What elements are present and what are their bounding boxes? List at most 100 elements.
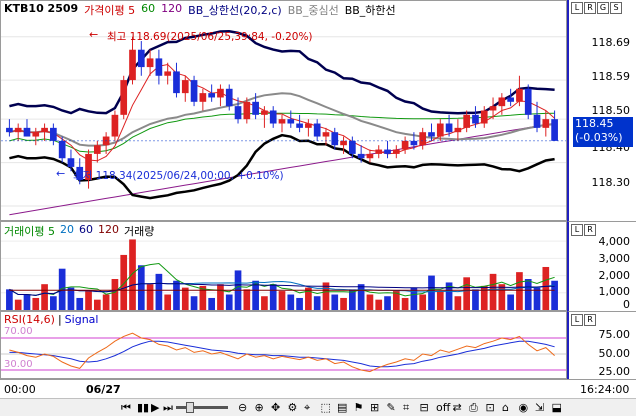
candle-body — [208, 93, 215, 98]
right-button-r[interactable]: R — [584, 314, 596, 326]
legend-vol-ma20[interactable]: 20 — [59, 223, 74, 236]
legend-ma60[interactable]: 60 — [141, 2, 156, 15]
home-icon[interactable]: ⌂ — [502, 401, 509, 414]
price-chart[interactable] — [1, 1, 567, 221]
flag-icon[interactable]: ⚑ — [353, 401, 364, 414]
volume-bar — [401, 297, 409, 310]
candle-body — [243, 101, 251, 120]
volume-bar — [305, 287, 312, 310]
legend-signal[interactable]: Signal — [64, 313, 99, 326]
rsi-chart[interactable] — [1, 312, 567, 379]
candle-body — [463, 114, 471, 128]
volume-bar — [155, 273, 163, 310]
price-axis[interactable]: L R G S 118.69 118.59 118.50 118.40 118.… — [567, 0, 636, 221]
list-icon[interactable]: ▤ — [337, 401, 348, 414]
volume-axis[interactable]: L R 4,000 3,000 2,000 1,000 0 — [567, 221, 636, 311]
candle-body — [296, 123, 303, 128]
volume-bar — [85, 291, 92, 310]
candle-body — [278, 119, 286, 124]
time-axis[interactable]: 00:00 06/27 16:24:00 — [0, 379, 636, 398]
print-icon[interactable]: ⎙ — [469, 401, 478, 414]
right-button-l[interactable]: L — [571, 224, 583, 236]
legend-ma5[interactable]: 가격이평 5 — [84, 4, 136, 17]
rsi-tick: 75.00 — [598, 328, 631, 341]
ma5-line — [9, 63, 555, 162]
candle-body — [366, 153, 374, 159]
volume-bar — [173, 280, 180, 310]
record-icon[interactable]: ◉ — [518, 401, 529, 414]
right-button-r[interactable]: R — [584, 2, 596, 14]
right-button-s[interactable]: S — [610, 2, 622, 14]
high-annotation: 최고 118.69(2025/06/25,39:84, -0.20%) — [107, 31, 313, 43]
scroll-thumb[interactable] — [186, 402, 194, 413]
draw-icon[interactable]: ✎ — [386, 401, 396, 414]
volume-panel[interactable]: 거래이평 5 20 60 120 거래량 — [0, 221, 567, 311]
settings-icon[interactable]: ⚙ — [287, 401, 298, 414]
layout-icon[interactable]: ⬓ — [551, 401, 562, 414]
last-page-icon[interactable]: ⏭ — [163, 401, 173, 414]
volume-bar — [50, 296, 57, 310]
volume-bar — [445, 282, 453, 310]
volume-bar — [146, 284, 154, 310]
volume-tick: 4,000 — [598, 235, 631, 248]
legend-bb-upper[interactable]: BB_상한선(20,2,c) — [188, 4, 282, 17]
volume-bar — [384, 296, 391, 310]
zoom-in-icon[interactable]: ⊕ — [254, 401, 264, 414]
volume-bar — [67, 287, 75, 310]
candle-body — [120, 80, 128, 115]
swap-icon[interactable]: ⇄ — [452, 401, 462, 414]
legend-rsi[interactable]: RSI(14,6) — [4, 313, 55, 326]
candle-body — [349, 140, 356, 154]
legend-vol-ma5[interactable]: 거래이평 5 — [4, 225, 55, 238]
candle-body — [58, 140, 66, 159]
rsi-axis[interactable]: L R 75.00 50.00 25.00 — [567, 311, 636, 379]
legend-ma120[interactable]: 120 — [161, 2, 183, 15]
rsi-panel[interactable]: RSI(14,6) | Signal 70.00 30.00 — [0, 311, 567, 379]
current-price: 118.45 — [575, 117, 614, 130]
volume-bar — [120, 254, 128, 310]
candle-body — [428, 132, 435, 137]
legend-volume[interactable]: 거래량 — [123, 225, 155, 238]
minus-box-icon[interactable]: ⊟ — [419, 401, 429, 414]
scroll-slider[interactable] — [176, 406, 228, 409]
grid-icon[interactable]: ⊞ — [370, 401, 380, 414]
right-button-g[interactable]: G — [597, 2, 609, 14]
hash-icon[interactable]: ⌗ — [403, 401, 410, 414]
volume-bar — [23, 294, 31, 310]
candle-body — [173, 71, 180, 94]
zoom-out-icon[interactable]: ⊖ — [238, 401, 248, 414]
volume-bar — [516, 272, 523, 310]
volume-bar — [252, 280, 259, 310]
candle-body — [524, 88, 532, 115]
first-page-icon[interactable]: ⏮ — [121, 401, 131, 414]
candle-body — [445, 123, 453, 133]
frame-icon[interactable]: ⊡ — [485, 401, 495, 414]
bb-lower-line — [9, 133, 555, 200]
price-panel[interactable]: KTB10 2509 가격이평 5 60 120 BB_상한선(20,2,c) … — [0, 0, 567, 221]
volume-bar — [472, 289, 479, 310]
candle-body — [111, 114, 119, 137]
volume-bar — [392, 291, 400, 310]
legend-bb-mid[interactable]: BB_중심선 — [287, 4, 339, 17]
pause-icon[interactable]: ▮▮ — [137, 401, 150, 414]
right-button-l[interactable]: L — [571, 2, 583, 14]
play-icon[interactable]: ▶ — [151, 401, 160, 414]
rsi-tick: 25.00 — [598, 365, 631, 378]
off-toggle[interactable]: off — [436, 401, 451, 414]
volume-bar — [507, 294, 514, 310]
legend-vol-ma60[interactable]: 60 — [78, 223, 93, 236]
volume-bar — [454, 296, 462, 310]
candle-body — [507, 97, 514, 102]
resize-icon[interactable]: ⇲ — [535, 401, 545, 414]
legend-vol-ma120[interactable]: 120 — [97, 223, 119, 236]
select-icon[interactable]: ⬚ — [320, 401, 331, 414]
right-button-r[interactable]: R — [584, 224, 596, 236]
candle-body — [146, 58, 154, 68]
volume-chart[interactable] — [1, 222, 567, 311]
candle-body — [199, 93, 207, 102]
crosshair-icon[interactable]: ⌖ — [304, 401, 311, 414]
candle-body — [384, 149, 391, 154]
right-button-l[interactable]: L — [571, 314, 583, 326]
legend-bb-lower[interactable]: BB_하한선 — [344, 4, 396, 17]
move-icon[interactable]: ✥ — [271, 401, 281, 414]
